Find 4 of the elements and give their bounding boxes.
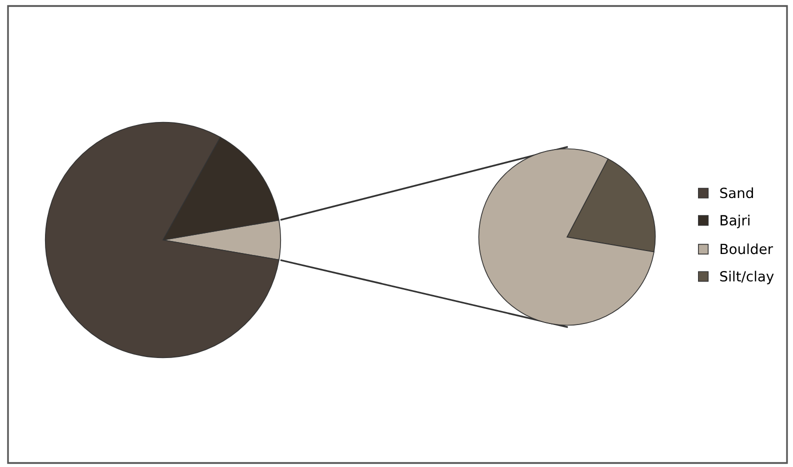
legend-label: Bajri (720, 214, 750, 228)
legend-label: Sand (720, 187, 753, 198)
slice-label: Boulder (720, 243, 774, 254)
legend-label: Silt/clay (720, 270, 774, 284)
